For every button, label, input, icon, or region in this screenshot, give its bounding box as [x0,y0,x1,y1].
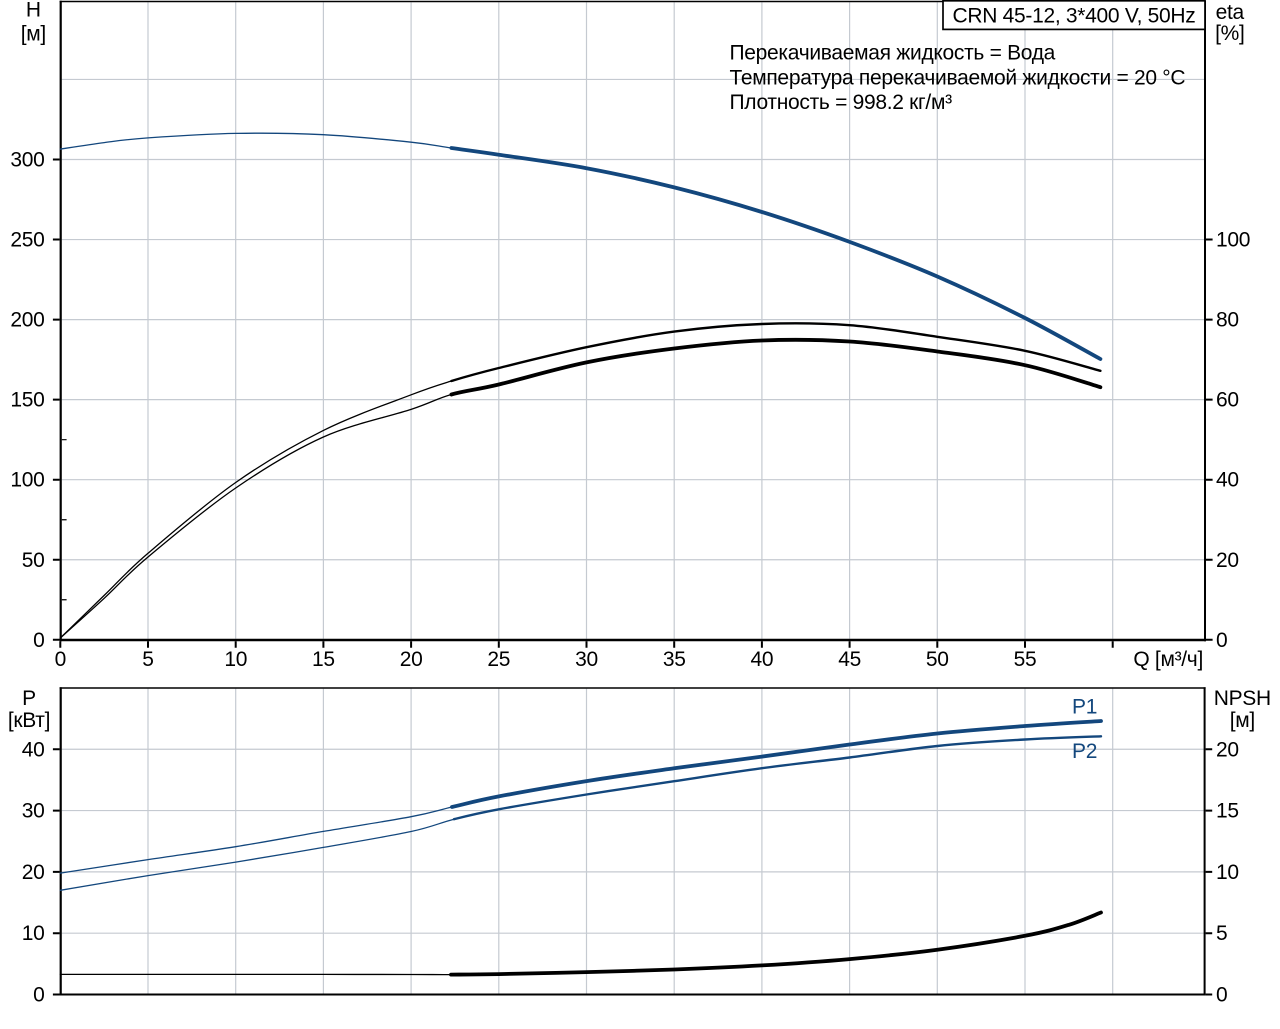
svg-text:Плотность = 998.2 кг/м³: Плотность = 998.2 кг/м³ [730,91,953,114]
svg-text:H: H [26,0,41,22]
svg-text:eta: eta [1216,1,1245,24]
svg-text:20: 20 [1216,738,1239,761]
svg-text:5: 5 [142,648,153,671]
svg-text:P: P [22,687,36,710]
svg-text:Перекачиваемая жидкость = Вода: Перекачиваемая жидкость = Вода [730,42,1056,65]
svg-text:40: 40 [1216,469,1239,492]
svg-text:80: 80 [1216,309,1239,332]
svg-text:200: 200 [10,309,44,332]
svg-text:15: 15 [312,648,335,671]
svg-text:Q [м³/ч]: Q [м³/ч] [1133,648,1203,671]
svg-text:40: 40 [751,648,774,671]
svg-text:0: 0 [33,984,44,1007]
svg-text:CRN 45-12, 3*400 V, 50Hz: CRN 45-12, 3*400 V, 50Hz [952,4,1195,27]
svg-text:P1: P1 [1072,696,1097,719]
svg-text:[м]: [м] [1230,709,1255,732]
svg-text:60: 60 [1216,389,1239,412]
svg-text:100: 100 [1216,229,1250,252]
svg-text:40: 40 [22,738,45,761]
svg-text:0: 0 [1216,629,1227,652]
svg-text:P2: P2 [1072,740,1097,763]
svg-text:[%]: [%] [1215,22,1244,45]
svg-text:[кВт]: [кВт] [8,709,50,732]
svg-text:50: 50 [22,549,45,572]
svg-text:300: 300 [10,149,44,172]
svg-text:150: 150 [10,389,44,412]
svg-text:[м]: [м] [21,23,46,46]
svg-text:55: 55 [1014,648,1037,671]
svg-text:30: 30 [22,800,45,823]
svg-text:45: 45 [838,648,861,671]
svg-text:0: 0 [55,648,66,671]
svg-text:0: 0 [1216,984,1227,1007]
svg-text:15: 15 [1216,800,1239,823]
svg-text:250: 250 [10,229,44,252]
svg-text:50: 50 [926,648,949,671]
svg-text:35: 35 [663,648,686,671]
svg-text:NPSH: NPSH [1214,687,1271,710]
svg-text:100: 100 [10,469,44,492]
svg-text:10: 10 [224,648,247,671]
svg-text:10: 10 [22,922,45,945]
svg-text:20: 20 [1216,549,1239,572]
svg-text:0: 0 [33,629,44,652]
svg-text:20: 20 [400,648,423,671]
svg-text:5: 5 [1216,922,1227,945]
svg-text:20: 20 [22,861,45,884]
svg-text:10: 10 [1216,861,1239,884]
svg-text:30: 30 [575,648,598,671]
svg-text:25: 25 [487,648,510,671]
svg-text:Температура перекачиваемой жид: Температура перекачиваемой жидкости = 20… [730,66,1186,89]
